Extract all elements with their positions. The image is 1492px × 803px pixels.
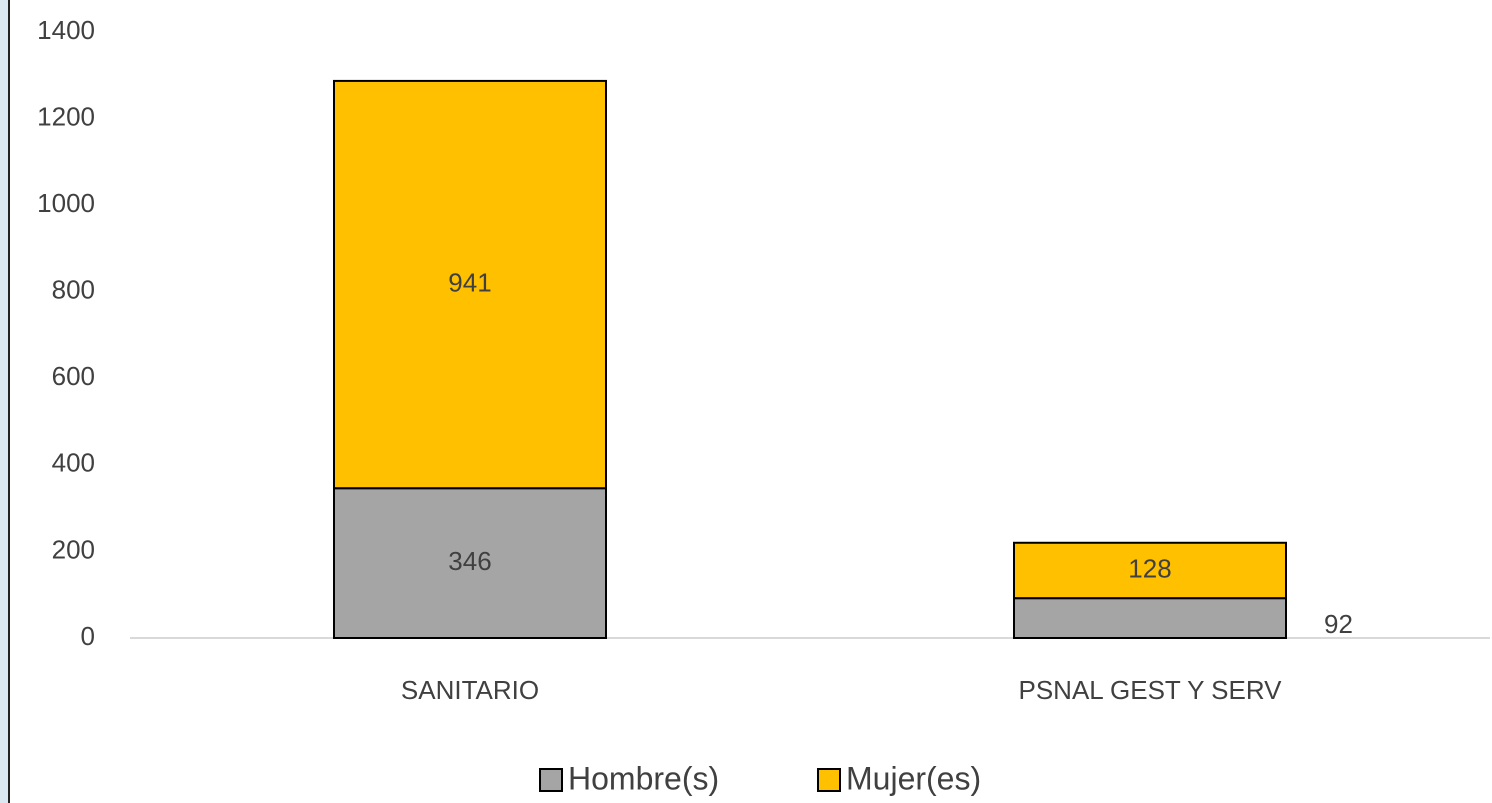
y-tick-label: 1000: [37, 188, 95, 218]
bar-segment: [333, 487, 607, 639]
bar-segment: [1013, 597, 1287, 639]
y-tick-label: 600: [52, 361, 95, 391]
bar-segment: [1013, 541, 1287, 600]
x-tick-label: SANITARIO: [401, 675, 539, 705]
data-label: 941: [448, 267, 491, 297]
legend-swatch: [817, 768, 841, 792]
data-label: 346: [448, 546, 491, 576]
y-tick-label: 1400: [37, 15, 95, 45]
y-tick-label: 800: [52, 275, 95, 305]
bar-segment: [333, 79, 607, 490]
data-label: 92: [1324, 609, 1353, 639]
left-decoration: [0, 0, 9, 803]
legend-swatch: [539, 768, 563, 792]
data-label: 128: [1128, 553, 1171, 583]
y-tick-label: 0: [81, 621, 95, 651]
x-tick-label: PSNAL GEST Y SERV: [1018, 675, 1282, 705]
legend-label: Mujer(es): [846, 760, 981, 796]
y-tick-label: 1200: [37, 101, 95, 131]
y-tick-label: 400: [52, 448, 95, 478]
y-tick-label: 200: [52, 534, 95, 564]
legend-label: Hombre(s): [568, 760, 719, 796]
